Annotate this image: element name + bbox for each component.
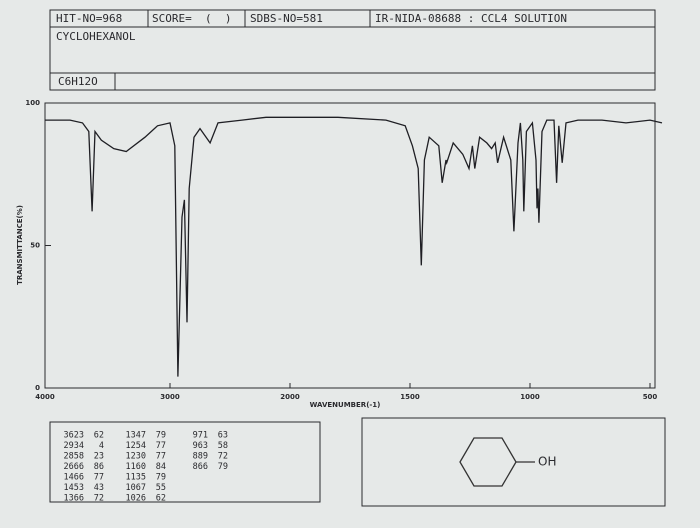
- peak-transmittance: 62: [94, 431, 104, 441]
- x-tick-label: 500: [643, 393, 658, 401]
- compound-name: CYCLOHEXANOL: [56, 30, 136, 43]
- peak-transmittance: 43: [94, 483, 104, 493]
- cyclohexane-ring: [459, 437, 535, 487]
- peak-wavenumber: 1135: [126, 473, 146, 483]
- y-tick-label: 50: [30, 242, 40, 250]
- hydroxyl: OH: [538, 455, 556, 469]
- peak-transmittance: 23: [94, 452, 104, 462]
- peak-transmittance: 79: [156, 431, 166, 441]
- x-tick-label: 1500: [400, 393, 420, 401]
- peak-wavenumber: 1230: [126, 452, 146, 462]
- peak-transmittance: 77: [156, 452, 166, 462]
- peak-wavenumber: 1160: [126, 462, 146, 472]
- peak-wavenumber: 963: [193, 441, 208, 451]
- peak-wavenumber: 889: [193, 452, 208, 462]
- y-tick-label: 100: [25, 99, 40, 107]
- peak-wavenumber: 1466: [64, 473, 84, 483]
- peak-wavenumber: 2666: [64, 462, 84, 472]
- peak-wavenumber: 3623: [64, 431, 84, 441]
- peak-transmittance: 84: [156, 462, 166, 472]
- peak-transmittance: 72: [94, 494, 104, 504]
- peak-transmittance: 77: [156, 441, 166, 451]
- peak-transmittance: 72: [218, 452, 228, 462]
- sdbs-no: SDBS-NO=581: [250, 12, 323, 25]
- header-frame: [49, 9, 656, 91]
- peak-transmittance: 55: [156, 483, 166, 493]
- peak-transmittance: 58: [218, 441, 228, 451]
- formula: C6H12O: [58, 75, 98, 88]
- x-axis-label: WAVENUMBER(-1): [310, 401, 381, 409]
- peak-transmittance: 79: [156, 473, 166, 483]
- peak-transmittance: 63: [218, 431, 228, 441]
- peak-wavenumber: 1254: [126, 441, 146, 451]
- peak-wavenumber: 1453: [64, 483, 84, 493]
- y-tick-label: 0: [35, 384, 40, 392]
- spectrum: [45, 116, 663, 377]
- peak-wavenumber: 2934: [64, 441, 84, 451]
- hit-no: HIT-NO=968: [56, 12, 122, 25]
- peak-wavenumber: 1347: [126, 431, 146, 441]
- peak-table-frame: [49, 421, 321, 503]
- score: SCORE= ( ): [152, 12, 231, 25]
- peak-transmittance: 86: [94, 462, 104, 472]
- structure-frame: [361, 417, 666, 507]
- peak-transmittance: 62: [156, 494, 166, 504]
- x-tick-label: 3000: [160, 393, 180, 401]
- peak-wavenumber: 2858: [64, 452, 84, 462]
- peak-wavenumber: 1026: [126, 494, 146, 504]
- peak-wavenumber: 1067: [126, 483, 146, 493]
- peak-wavenumber: 1366: [64, 494, 84, 504]
- x-tick-label: 2000: [280, 393, 300, 401]
- peak-transmittance: 77: [94, 473, 104, 483]
- x-tick-label: 4000: [35, 393, 55, 401]
- y-axis-label: TRANSMITTANCE(%): [16, 205, 24, 285]
- ir-id: IR-NIDA-08688 : CCL4 SOLUTION: [375, 12, 567, 25]
- peak-transmittance: 79: [218, 462, 228, 472]
- peak-transmittance: 4: [99, 441, 104, 451]
- x-tick-label: 1000: [520, 393, 540, 401]
- peak-wavenumber: 971: [193, 431, 208, 441]
- peak-wavenumber: 866: [193, 462, 208, 472]
